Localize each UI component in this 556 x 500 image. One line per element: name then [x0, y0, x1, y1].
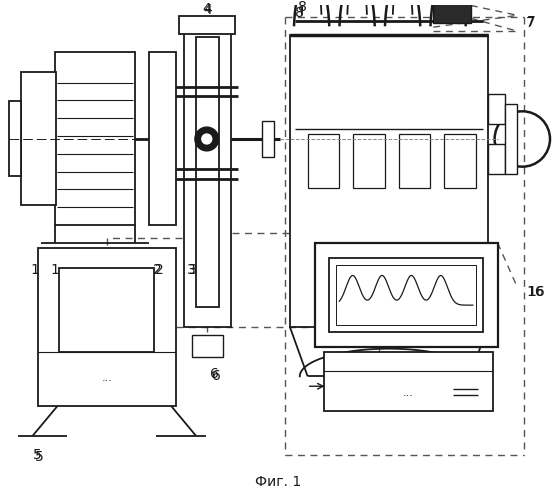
Text: 4: 4	[202, 2, 211, 16]
Text: 2: 2	[153, 262, 162, 276]
Bar	[179, 16, 236, 34]
Bar	[196, 37, 219, 307]
Bar	[9, 102, 21, 176]
Bar	[353, 134, 385, 188]
Text: 2: 2	[155, 262, 164, 276]
Bar	[399, 134, 430, 188]
Text: 8: 8	[298, 0, 307, 14]
Bar	[192, 335, 222, 356]
Bar	[307, 134, 339, 188]
Bar	[325, 352, 493, 411]
Bar	[488, 144, 505, 174]
Bar	[505, 104, 517, 174]
Circle shape	[202, 134, 212, 144]
Bar	[488, 94, 505, 124]
Bar	[315, 243, 498, 346]
Text: 1: 1	[31, 262, 39, 276]
Bar	[184, 22, 231, 327]
Text: 16: 16	[527, 286, 544, 300]
Bar	[290, 35, 488, 327]
Bar	[444, 134, 476, 188]
Text: 6: 6	[210, 368, 219, 382]
Text: 8: 8	[295, 6, 304, 20]
Bar	[433, 2, 471, 24]
Text: 1: 1	[51, 262, 59, 276]
Text: 4: 4	[203, 4, 212, 18]
Text: 7: 7	[527, 16, 535, 30]
Text: 3: 3	[187, 262, 196, 276]
Bar	[262, 121, 274, 157]
Bar	[38, 248, 176, 406]
Circle shape	[195, 127, 219, 151]
Bar	[330, 258, 483, 332]
Text: Фиг. 1: Фиг. 1	[255, 475, 301, 489]
Text: 5: 5	[33, 448, 42, 462]
Text: 7: 7	[527, 16, 536, 30]
Text: 5: 5	[34, 450, 43, 464]
Text: 3: 3	[189, 262, 198, 276]
Text: ...: ...	[403, 388, 414, 398]
Bar	[336, 264, 476, 325]
Text: 16: 16	[527, 286, 545, 300]
Bar	[150, 52, 176, 225]
Bar	[56, 52, 135, 225]
Text: ...: ...	[101, 374, 112, 384]
Bar	[59, 268, 155, 351]
Bar	[21, 72, 57, 206]
Text: 6: 6	[212, 370, 221, 384]
